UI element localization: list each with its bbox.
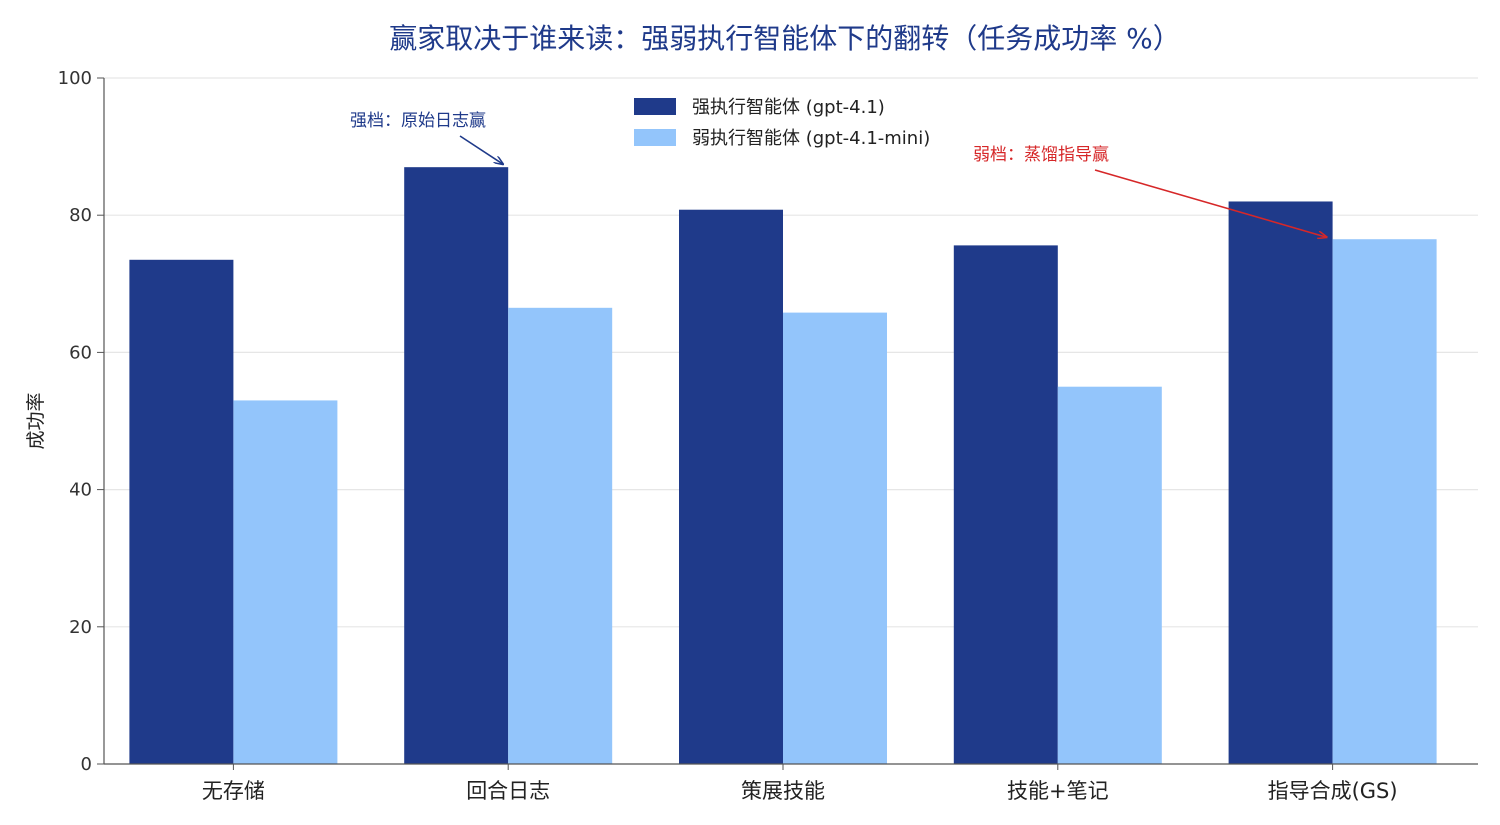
- y-tick-label: 0: [81, 754, 92, 775]
- y-tick-label: 80: [69, 205, 92, 226]
- annotation-arrow: [1094, 169, 1327, 237]
- legend-label: 弱执行智能体 (gpt-4.1-mini): [692, 128, 930, 149]
- x-tick-label: 无存储: [202, 779, 265, 803]
- y-axis-label: 成功率: [25, 392, 47, 449]
- bar-series-2: [508, 307, 613, 764]
- bar-series-1: [1228, 201, 1333, 765]
- legend-label: 强执行智能体 (gpt-4.1): [692, 97, 885, 118]
- legend-swatch: [634, 129, 676, 146]
- annotation-label: 强档：原始日志赢: [350, 111, 486, 131]
- annotation-label: 弱档：蒸馏指导赢: [973, 145, 1109, 165]
- y-tick-label: 60: [69, 342, 92, 363]
- x-tick-label: 策展技能: [741, 779, 825, 803]
- x-tick-label: 回合日志: [466, 779, 550, 803]
- chart-title: 赢家取决于谁来读：强弱执行智能体下的翻转（任务成功率 %）: [389, 22, 1181, 55]
- bar-series-2: [783, 312, 887, 764]
- bar-series-1: [404, 167, 509, 764]
- y-tick-label: 40: [69, 480, 92, 501]
- y-tick-label: 100: [58, 68, 92, 89]
- annotation-arrow: [459, 135, 503, 164]
- bars-layer: [129, 167, 1437, 765]
- x-tick-label: 指导合成(GS): [1268, 779, 1398, 803]
- bar-series-1: [679, 209, 783, 764]
- bar-series-2: [1332, 239, 1437, 764]
- bar-series-1: [129, 259, 234, 764]
- bar-series-1: [953, 245, 1058, 764]
- y-tick-label: 20: [69, 617, 92, 638]
- legend-swatch: [634, 98, 676, 115]
- legend: 强执行智能体 (gpt-4.1) 弱执行智能体 (gpt-4.1-mini): [634, 97, 930, 149]
- bar-series-2: [233, 400, 338, 764]
- axes-layer: 0 20 40 60 80 100 无存储 回合日志 策展技能 技能+笔记 指导合成(GS): [58, 68, 1478, 803]
- x-tick-label: 技能+笔记: [1007, 779, 1109, 803]
- bar-series-2: [1057, 386, 1162, 764]
